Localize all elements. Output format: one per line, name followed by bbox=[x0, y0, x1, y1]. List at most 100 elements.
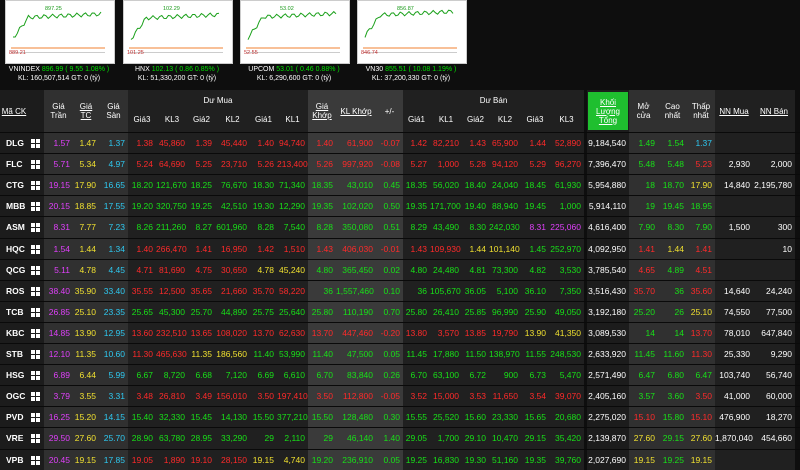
cell: 3.50 bbox=[695, 391, 712, 402]
cell: 82,210 bbox=[433, 138, 459, 148]
row-line bbox=[0, 300, 800, 302]
index-chart bbox=[240, 0, 350, 64]
cell: 8.28 bbox=[316, 222, 333, 233]
cell: 2,139,870 bbox=[588, 433, 626, 444]
cell: 20.15 bbox=[48, 201, 70, 212]
cell: 109,930 bbox=[430, 243, 461, 254]
cell: 1.40 bbox=[383, 433, 400, 444]
cell: 1.40 bbox=[316, 138, 333, 148]
cell: 6,610 bbox=[283, 370, 305, 381]
cell: 9,184,540 bbox=[588, 138, 626, 148]
chart-icon[interactable] bbox=[31, 413, 40, 423]
ticker: FLC bbox=[6, 159, 23, 170]
cell: 1.45 bbox=[529, 243, 546, 254]
cell: 103,740 bbox=[719, 370, 750, 381]
cell: 11.35 bbox=[75, 349, 96, 359]
chart-icon[interactable] bbox=[31, 286, 40, 296]
index-change: ( 10.08 1.19% ) bbox=[408, 66, 457, 73]
column-header: NN Mua bbox=[719, 106, 749, 116]
cell: 101,140 bbox=[489, 243, 520, 254]
cell: 266,470 bbox=[156, 243, 187, 254]
cell: 5.48 bbox=[667, 159, 684, 170]
index-line: UPCOM 53.01 ( 0.46 0.88% ) bbox=[232, 66, 356, 73]
cell: 17.85 bbox=[103, 454, 125, 465]
chart-icon[interactable] bbox=[31, 223, 40, 233]
cell: 213,400 bbox=[277, 159, 308, 170]
index-low: 101.25 bbox=[127, 50, 144, 56]
cell: 252,970 bbox=[550, 243, 581, 254]
cell: 36.10 bbox=[524, 285, 546, 296]
chart-icon[interactable] bbox=[31, 181, 40, 191]
cell: 19.25 bbox=[662, 454, 684, 465]
cell: 0.05 bbox=[383, 454, 400, 465]
cell: 35.70 bbox=[633, 285, 655, 296]
cell: 64,690 bbox=[159, 159, 185, 170]
chart-icon[interactable] bbox=[31, 392, 40, 402]
cell: 1,890 bbox=[163, 454, 185, 465]
row-line bbox=[0, 132, 800, 133]
column-header: Giá Khớp bbox=[312, 102, 332, 120]
cell: 5.48 bbox=[638, 159, 655, 170]
cell: 2,405,160 bbox=[588, 391, 626, 402]
ticker: TCB bbox=[6, 306, 24, 317]
cell: 74,550 bbox=[724, 306, 750, 317]
column-header: Giá2 bbox=[193, 114, 210, 124]
cell: 41,000 bbox=[724, 391, 750, 402]
cell: 7,120 bbox=[225, 370, 247, 381]
row-line bbox=[0, 279, 800, 281]
chart-icon[interactable] bbox=[31, 455, 40, 465]
chart-icon[interactable] bbox=[31, 139, 40, 148]
chart-icon[interactable] bbox=[31, 371, 40, 381]
chart-icon[interactable] bbox=[31, 160, 40, 170]
cell: 16,830 bbox=[433, 454, 459, 465]
chart-icon[interactable] bbox=[31, 328, 40, 338]
cell: 25.85 bbox=[464, 306, 486, 317]
cell: 39,760 bbox=[555, 454, 581, 465]
cell: 7,396,470 bbox=[588, 159, 626, 170]
index-high: 102.29 bbox=[163, 6, 180, 12]
cell: 25.70 bbox=[190, 306, 212, 317]
cell: 11.45 bbox=[634, 349, 655, 359]
chart-icon[interactable] bbox=[31, 265, 40, 275]
cell: 77,500 bbox=[766, 306, 792, 317]
index-name: HNX bbox=[134, 66, 152, 73]
cell: 2,110 bbox=[284, 433, 305, 444]
cell: 19.40 bbox=[464, 201, 486, 212]
cell: 8.26 bbox=[136, 222, 153, 233]
chart-icon[interactable] bbox=[31, 434, 40, 444]
column-header: KL2 bbox=[225, 114, 240, 124]
cell: 997,920 bbox=[342, 159, 373, 170]
cell: 2,571,490 bbox=[588, 370, 626, 381]
cell: 0.26 bbox=[383, 370, 400, 381]
chart-icon[interactable] bbox=[31, 202, 40, 212]
cell: 15,000 bbox=[433, 391, 459, 402]
cell: 15.20 bbox=[74, 412, 96, 423]
index-low: 52.55 bbox=[244, 50, 258, 56]
cell: 4.65 bbox=[638, 264, 655, 275]
cell: 128,480 bbox=[342, 412, 373, 423]
cell: 18,270 bbox=[766, 412, 792, 423]
cell: 1.34 bbox=[108, 243, 125, 254]
cell: 15.55 bbox=[405, 412, 427, 423]
chart-icon[interactable] bbox=[31, 307, 40, 317]
cell: 71,340 bbox=[279, 180, 305, 191]
cell: 29.15 bbox=[662, 433, 684, 444]
cell: -0.07 bbox=[380, 138, 400, 148]
column-header: Giá Trần bbox=[50, 102, 67, 120]
cell: 11.60 bbox=[663, 349, 684, 359]
cell: 13.80 bbox=[405, 327, 427, 338]
cell: 19.10 bbox=[190, 454, 212, 465]
cell: 42,510 bbox=[221, 201, 247, 212]
cell: 6.68 bbox=[195, 370, 212, 381]
sparkline bbox=[129, 12, 223, 53]
cell: 18.95 bbox=[690, 201, 712, 212]
index-chart bbox=[123, 0, 233, 64]
cell: 3.31 bbox=[108, 391, 125, 402]
cell: 14,130 bbox=[221, 412, 247, 423]
cell: 29.10 bbox=[464, 433, 486, 444]
chart-icon[interactable] bbox=[31, 244, 40, 254]
chart-icon[interactable] bbox=[31, 350, 40, 359]
cell: 447,460 bbox=[342, 327, 373, 338]
cell: 14 bbox=[674, 327, 684, 338]
